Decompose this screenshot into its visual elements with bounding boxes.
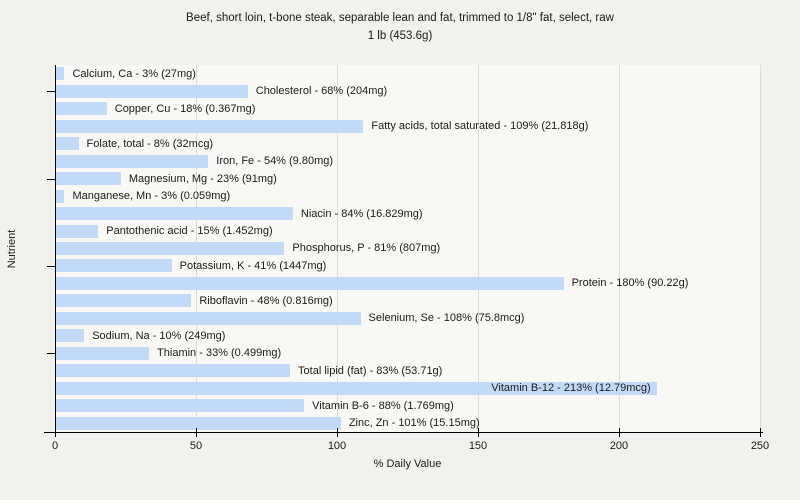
bar bbox=[56, 224, 99, 238]
x-tick bbox=[759, 428, 761, 437]
bar-value-label: Sodium, Na - 10% (249mg) bbox=[92, 329, 226, 342]
bar bbox=[56, 189, 65, 203]
bar bbox=[56, 119, 364, 133]
bar-value-label: Niacin - 84% (16.829mg) bbox=[300, 207, 423, 220]
y-axis-line bbox=[55, 65, 56, 433]
bar-value-label: Riboflavin - 48% (0.816mg) bbox=[199, 294, 333, 307]
gridline-x100 bbox=[336, 65, 338, 432]
bar-row: Calcium, Ca - 3% (27mg) bbox=[56, 65, 760, 82]
bar-value-label: Fatty acids, total saturated - 109% (21.… bbox=[371, 120, 589, 133]
bar-value-label: Calcium, Ca - 3% (27mg) bbox=[72, 67, 196, 80]
bar-value-label: Phosphorus, P - 81% (807mg) bbox=[292, 242, 441, 255]
x-tick bbox=[195, 428, 197, 437]
bar bbox=[56, 84, 248, 98]
y-tick bbox=[47, 265, 55, 267]
x-tick-label: 250 bbox=[750, 440, 770, 452]
bar bbox=[56, 259, 172, 273]
bar bbox=[56, 364, 291, 378]
bar-row: Magnesium, Mg - 23% (91mg) bbox=[56, 170, 760, 187]
bar-row: Manganese, Mn - 3% (0.059mg) bbox=[56, 187, 760, 204]
bar bbox=[56, 276, 564, 290]
bar-value-label: Cholesterol - 68% (204mg) bbox=[255, 85, 388, 98]
plot-area: Calcium, Ca - 3% (27mg) Cholesterol - 68%… bbox=[44, 65, 769, 452]
bar bbox=[56, 172, 121, 186]
y-tick bbox=[47, 178, 55, 180]
bar-row: Pantothenic acid - 15% (1.452mg) bbox=[56, 222, 760, 239]
y-axis-label: Nutrient bbox=[6, 229, 18, 269]
chart-title-line2: 1 lb (453.6g) bbox=[367, 30, 433, 42]
bar-row: Total lipid (fat) - 83% (53.71g) bbox=[56, 362, 760, 379]
x-axis-line bbox=[44, 432, 763, 433]
bar bbox=[56, 67, 65, 81]
bar bbox=[56, 416, 341, 430]
bar bbox=[56, 381, 657, 395]
bar bbox=[56, 346, 150, 360]
bar bbox=[56, 311, 361, 325]
y-tick bbox=[47, 91, 55, 93]
bar-row: Riboflavin - 48% (0.816mg) bbox=[56, 292, 760, 309]
x-tick bbox=[336, 428, 338, 437]
bar-value-label: Pantothenic acid - 15% (1.452mg) bbox=[106, 225, 273, 238]
chart-title: Beef, short loin, t-bone steak, separabl… bbox=[0, 9, 800, 45]
bar bbox=[56, 241, 285, 255]
bar-row: Vitamin B-12 - 213% (12.79mcg) bbox=[56, 380, 760, 397]
gridline-x250 bbox=[759, 65, 761, 432]
gridline-x150 bbox=[477, 65, 479, 432]
x-tick-label: 150 bbox=[468, 440, 488, 452]
gridline-x200 bbox=[618, 65, 620, 432]
bar-row: Fatty acids, total saturated - 109% (21.… bbox=[56, 117, 760, 134]
bar-row: Copper, Cu - 18% (0.367mg) bbox=[56, 100, 760, 117]
x-tick bbox=[477, 428, 479, 437]
bar-value-label: Manganese, Mn - 3% (0.059mg) bbox=[72, 190, 231, 203]
bar-value-label: Thiamin - 33% (0.499mg) bbox=[157, 347, 282, 360]
x-tick bbox=[618, 428, 620, 437]
bar bbox=[56, 399, 305, 413]
bar-row: Selenium, Se - 108% (75.8mcg) bbox=[56, 310, 760, 327]
bar bbox=[56, 294, 192, 308]
x-tick-label: 0 bbox=[51, 440, 59, 452]
bar-row: Iron, Fe - 54% (9.80mg) bbox=[56, 152, 760, 169]
bar-row: Potassium, K - 41% (1447mg) bbox=[56, 257, 760, 274]
bar-value-label: Total lipid (fat) - 83% (53.71g) bbox=[298, 364, 443, 377]
bar-row: Cholesterol - 68% (204mg) bbox=[56, 82, 760, 99]
x-tick-label: 200 bbox=[609, 440, 629, 452]
bar-row: Niacin - 84% (16.829mg) bbox=[56, 205, 760, 222]
bar bbox=[56, 137, 79, 151]
bar-value-label: Potassium, K - 41% (1447mg) bbox=[179, 259, 327, 272]
x-axis-label: % Daily Value bbox=[373, 458, 442, 470]
x-tick-label: 50 bbox=[189, 440, 203, 452]
bar-value-label: Protein - 180% (90.22g) bbox=[571, 277, 689, 290]
bar-value-label: Copper, Cu - 18% (0.367mg) bbox=[114, 102, 256, 115]
bar-value-label: Vitamin B-6 - 88% (1.769mg) bbox=[312, 399, 454, 412]
bar-value-label: Zinc, Zn - 101% (15.15mg) bbox=[348, 417, 480, 430]
bar-value-label: Magnesium, Mg - 23% (91mg) bbox=[128, 172, 277, 185]
bar-row: Folate, total - 8% (32mcg) bbox=[56, 135, 760, 152]
bar-value-label: Iron, Fe - 54% (9.80mg) bbox=[216, 155, 334, 168]
x-tick bbox=[54, 428, 56, 437]
bar-row: Protein - 180% (90.22g) bbox=[56, 275, 760, 292]
bar bbox=[56, 329, 85, 343]
bar-row: Thiamin - 33% (0.499mg) bbox=[56, 345, 760, 362]
bar-value-label: Folate, total - 8% (32mcg) bbox=[86, 137, 214, 150]
bar-row: Zinc, Zn - 101% (15.15mg) bbox=[56, 415, 760, 432]
bar-row: Sodium, Na - 10% (249mg) bbox=[56, 327, 760, 344]
bar-value-label: Selenium, Se - 108% (75.8mcg) bbox=[368, 312, 525, 325]
y-tick bbox=[47, 353, 55, 355]
bar bbox=[56, 154, 209, 168]
bar bbox=[56, 102, 107, 116]
chart-title-line1: Beef, short loin, t-bone steak, separabl… bbox=[186, 12, 614, 24]
bar-row: Phosphorus, P - 81% (807mg) bbox=[56, 240, 760, 257]
bar bbox=[56, 207, 293, 221]
bar-value-label: Vitamin B-12 - 213% (12.79mcg) bbox=[491, 382, 651, 395]
bar-row: Vitamin B-6 - 88% (1.769mg) bbox=[56, 397, 760, 414]
x-tick-label: 100 bbox=[327, 440, 347, 452]
